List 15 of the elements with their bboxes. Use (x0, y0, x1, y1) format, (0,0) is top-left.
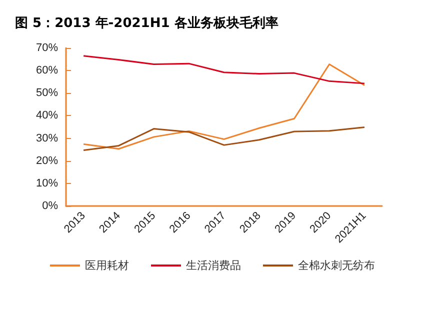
y-tick-label: 40% (36, 110, 58, 122)
y-tick-label: 60% (36, 64, 58, 77)
line-series (82, 126, 366, 151)
line-series (82, 64, 366, 150)
line-series (82, 55, 366, 84)
y-tick-label: 50% (36, 87, 58, 100)
y-tick-label: 30% (36, 132, 58, 144)
legend-label: 全棉水刺无纺布 (298, 259, 375, 272)
y-tick-label: 0% (42, 200, 58, 212)
legend-label: 医用耗材 (85, 259, 129, 272)
y-tick-label: 70% (36, 42, 58, 54)
y-tick-label: 10% (36, 177, 58, 190)
legend-label: 生活消费品 (186, 259, 241, 272)
chart-title: 图 5：2013 年-2021H1 各业务板块毛利率 (15, 15, 278, 31)
y-tick-label: 20% (36, 154, 58, 167)
